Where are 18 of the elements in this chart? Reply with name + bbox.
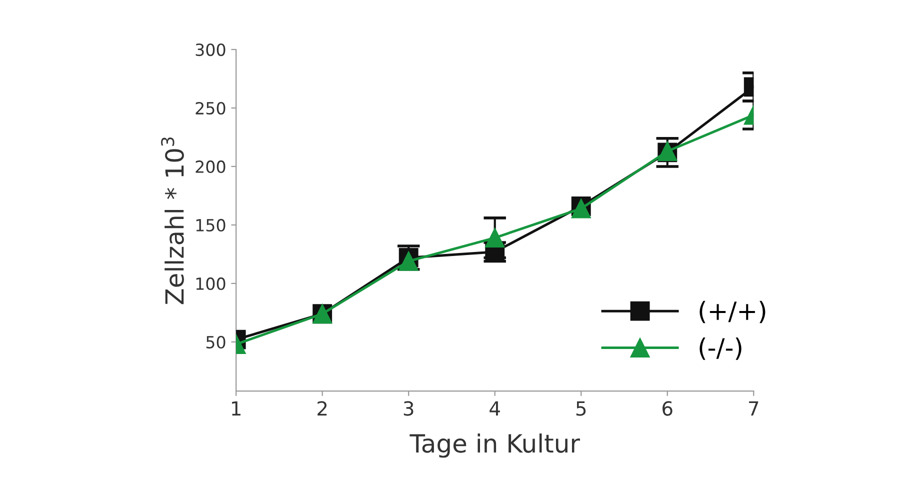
y-tick-label: 150: [196, 218, 226, 232]
x-axis-title: Tage in Kultur: [410, 433, 580, 458]
x-tick-label: 7: [749, 401, 758, 416]
x-tick-label: 3: [404, 401, 414, 416]
y-tick-label: 100: [196, 277, 226, 290]
y-tick-label: 50: [206, 336, 226, 348]
x-tick-label: 2: [318, 401, 327, 416]
legend-label: (+/+): [700, 300, 766, 324]
legend-label: (-/-): [700, 338, 742, 360]
y-axis-title: Zellzahl * 10$^{3}$: [161, 137, 184, 304]
x-tick-label: 4: [490, 401, 500, 416]
point: [485, 228, 505, 248]
y-tick-label: 300: [196, 43, 226, 56]
x-tick-label: 1: [232, 401, 240, 416]
y-tick-label: 200: [196, 160, 226, 174]
y-tick-label: 250: [196, 102, 226, 115]
x-tick-label: 5: [576, 401, 586, 416]
x-tick-label: 6: [662, 401, 672, 416]
